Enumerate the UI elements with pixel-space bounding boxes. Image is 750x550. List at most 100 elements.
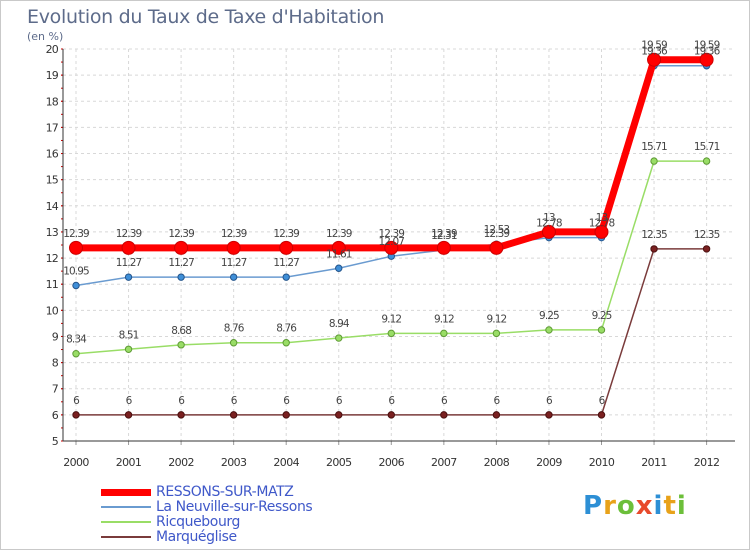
data-label: 12.39 — [379, 228, 405, 240]
data-label: 12.35 — [694, 229, 720, 241]
chart-title: Evolution du Taux de Taxe d'Habitation — [27, 6, 385, 28]
data-point — [282, 273, 290, 281]
data-point — [335, 334, 343, 342]
y-tick-label: 5 — [52, 435, 59, 448]
data-label: 6 — [73, 395, 80, 407]
data-point — [492, 329, 501, 338]
data-label: 6 — [441, 395, 448, 407]
data-point — [331, 240, 346, 255]
y-tick-label: 19 — [46, 69, 59, 82]
data-label: 12.39 — [326, 228, 352, 240]
data-point — [229, 411, 238, 419]
data-label: 8.34 — [66, 334, 87, 346]
x-tick-label: 2010 — [589, 456, 615, 469]
data-label: 6 — [178, 395, 185, 407]
legend-label: RESSONS-SUR-MATZ — [156, 484, 294, 500]
data-label: 12.39 — [63, 228, 89, 240]
data-label: 12.39 — [116, 228, 142, 240]
data-point — [124, 345, 133, 353]
legend-item: RESSONS-SUR-MATZ — [101, 485, 361, 500]
y-tick-label: 20 — [46, 43, 59, 56]
data-point — [124, 411, 133, 419]
data-point — [702, 157, 711, 165]
legend-swatch — [101, 506, 151, 508]
data-label: 11.27 — [273, 257, 299, 269]
y-tick-label: 14 — [46, 200, 59, 213]
y-tick-label: 13 — [46, 226, 59, 239]
x-tick-label: 2005 — [326, 456, 352, 469]
x-tick-label: 2012 — [694, 456, 720, 469]
data-label: 6 — [546, 395, 553, 407]
data-point — [384, 240, 399, 255]
data-label: 12.07 — [379, 236, 405, 248]
y-tick-label: 17 — [46, 121, 59, 134]
data-label: 12.39 — [221, 228, 247, 240]
data-point — [226, 240, 241, 255]
data-label: 12.78 — [536, 218, 562, 230]
y-tick-label: 7 — [52, 383, 59, 396]
data-point — [72, 411, 80, 419]
data-label: 8.68 — [171, 325, 191, 337]
x-tick-label: 2006 — [378, 456, 404, 469]
data-point — [72, 350, 80, 358]
data-point — [279, 240, 294, 255]
data-point — [177, 411, 185, 419]
legend-label: Ricquebourg — [156, 514, 241, 530]
data-label: 9.12 — [381, 313, 401, 325]
data-point — [282, 411, 290, 419]
x-tick-label: 2009 — [536, 456, 562, 469]
data-label: 8.51 — [119, 329, 139, 341]
legend-item: Marquéglise — [101, 530, 361, 545]
logo-letter: r — [603, 491, 617, 521]
data-label: 8.94 — [329, 318, 350, 330]
data-point — [541, 224, 556, 239]
data-point — [174, 240, 189, 255]
data-point — [597, 411, 606, 419]
data-point — [440, 411, 448, 419]
x-tick-label: 2000 — [63, 456, 89, 469]
logo-letter: x — [635, 491, 654, 521]
legend-item: La Neuville-sur-Ressons — [101, 500, 361, 515]
data-label: 12.39 — [273, 228, 299, 240]
y-tick-label: 6 — [52, 409, 59, 422]
logo-letter: o — [616, 491, 636, 521]
legend-label: Marquéglise — [156, 529, 237, 545]
data-label: 15.71 — [641, 141, 667, 153]
data-label: 6 — [388, 395, 395, 407]
data-label: 8.76 — [276, 323, 297, 335]
x-tick-label: 2003 — [221, 456, 247, 469]
data-label: 8.76 — [224, 323, 245, 335]
data-label: 9.25 — [539, 310, 559, 322]
data-label: 11.27 — [168, 257, 194, 269]
x-tick-label: 2001 — [116, 456, 142, 469]
data-label: 19.36 — [694, 46, 721, 58]
x-tick-label: 2004 — [273, 456, 299, 469]
data-point — [597, 326, 606, 334]
data-point — [335, 264, 343, 272]
data-point — [124, 273, 133, 281]
y-tick-label: 10 — [46, 304, 59, 317]
data-label: 12.35 — [641, 229, 667, 241]
data-point — [177, 341, 185, 349]
data-label: 6 — [283, 395, 290, 407]
data-label: 9.12 — [487, 313, 507, 325]
y-tick-label: 8 — [52, 357, 59, 370]
proxiti-logo: Proxiti — [583, 491, 687, 521]
data-label: 9.12 — [434, 313, 454, 325]
data-label: 10.95 — [63, 266, 89, 278]
data-label: 19.59 — [694, 40, 720, 52]
data-point — [545, 326, 553, 334]
data-point — [229, 339, 238, 347]
data-point — [699, 52, 714, 67]
logo-letter: t — [663, 491, 677, 521]
data-point — [650, 245, 658, 253]
data-label: 12.53 — [484, 224, 510, 236]
data-label: 11.27 — [116, 257, 142, 269]
legend-swatch — [101, 521, 151, 523]
data-point — [545, 411, 553, 419]
data-point — [387, 411, 395, 419]
legend-swatch — [101, 536, 151, 538]
data-point — [335, 411, 343, 419]
data-label: 6 — [494, 395, 501, 407]
